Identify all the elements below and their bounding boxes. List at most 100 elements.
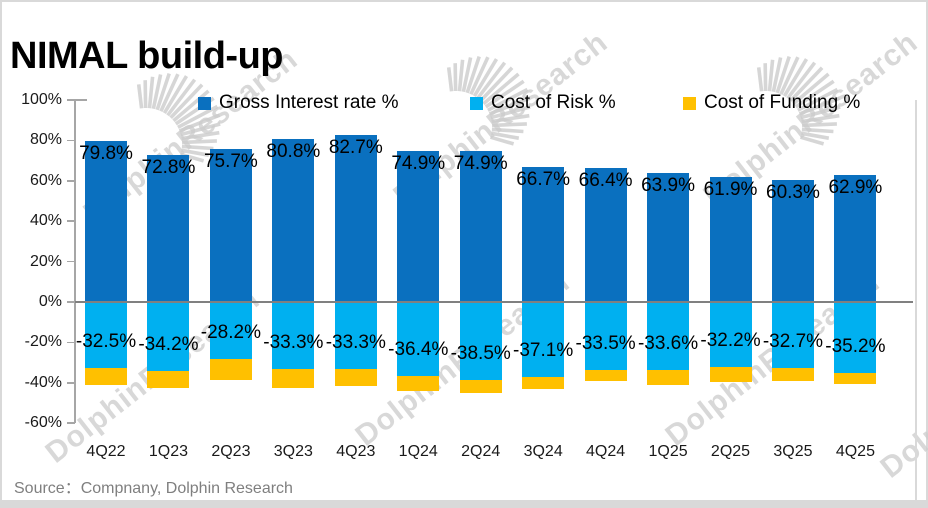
bar-segment-gross-interest: [709, 177, 752, 302]
bar-segment-cost-of-risk: [522, 302, 565, 377]
data-label-gross-interest: 62.9%: [828, 176, 883, 198]
data-label-cost-of-risk: -34.2%: [138, 334, 199, 356]
y-axis-tick: [67, 341, 75, 344]
data-label-gross-interest: 63.9%: [641, 174, 695, 196]
x-axis-category-label: 2Q24: [461, 443, 501, 460]
legend-label: Cost of Risk %: [491, 92, 616, 113]
data-label-gross-interest: 79.8%: [79, 142, 133, 164]
legend-color-swatch-icon: [470, 96, 483, 110]
x-axis-category-label: 3Q23: [273, 443, 313, 460]
page-title: NIMAL build-up: [10, 35, 284, 78]
x-axis-category-label: 1Q23: [148, 443, 189, 460]
bar-segment-gross-interest: [522, 167, 565, 302]
legend-label: Gross Interest rate %: [219, 92, 399, 113]
y-axis-tick: [75, 99, 87, 101]
y-axis-tick-label: -60%: [24, 414, 62, 432]
y-axis-tick-label: -20%: [24, 333, 62, 351]
plot-right-border: [915, 100, 917, 500]
bar-segment-cost-of-risk: [85, 302, 127, 368]
data-label-gross-interest: 66.4%: [578, 169, 633, 191]
y-axis-tick-label: 60%: [29, 171, 62, 189]
bar-segment-cost-of-risk: [584, 302, 627, 370]
bar-segment-cost-of-risk: [647, 302, 690, 370]
page-border-bottom: [0, 500, 928, 508]
legend-color-swatch-icon: [683, 96, 696, 110]
data-label-cost-of-risk: -33.5%: [575, 332, 636, 354]
x-axis-category-label: 1Q24: [398, 443, 438, 460]
x-axis-category-label: 4Q23: [336, 443, 376, 460]
bar-segment-gross-interest: [334, 134, 377, 302]
page-border-top: [0, 0, 928, 2]
data-label-gross-interest: 72.8%: [141, 156, 196, 178]
data-label-cost-of-risk: -32.2%: [700, 330, 761, 351]
bar-segment-cost-of-funding: [834, 373, 877, 385]
bar-segment-cost-of-funding: [334, 369, 377, 387]
data-label-cost-of-risk: -32.5%: [75, 330, 137, 352]
bar-segment-cost-of-funding: [522, 376, 565, 389]
page-border-left: [0, 0, 2, 508]
bar-segment-cost-of-risk: [397, 302, 440, 376]
bar-segment-gross-interest: [147, 154, 190, 302]
bar-segment-gross-interest: [772, 180, 814, 302]
y-axis-tick: [67, 260, 75, 263]
zero-axis-line: [75, 301, 913, 303]
bar-segment-cost-of-funding: [147, 371, 190, 389]
data-label-gross-interest: 75.7%: [203, 151, 258, 173]
data-label-gross-interest: 74.9%: [391, 152, 446, 174]
dolphin-logo-watermark-icon: [446, 56, 531, 146]
data-label-gross-interest: 60.3%: [766, 182, 820, 204]
x-axis-category-label: 3Q24: [523, 443, 563, 460]
y-axis-tick: [67, 422, 75, 424]
y-axis-tick-label: 20%: [29, 252, 62, 270]
y-axis-tick: [67, 139, 75, 142]
y-axis-tick: [67, 180, 75, 182]
data-label-gross-interest: 74.9%: [453, 152, 508, 174]
legend-item-gross-interest-rate: Gross Interest rate %: [198, 92, 399, 114]
data-label-cost-of-risk: -32.7%: [762, 331, 824, 353]
bar-segment-cost-of-risk: [147, 302, 190, 372]
bar-segment-cost-of-funding: [647, 369, 690, 386]
bar-segment-cost-of-funding: [85, 367, 127, 385]
bar-segment-cost-of-risk: [334, 302, 377, 370]
bar-segment-gross-interest: [209, 149, 252, 302]
data-label-cost-of-risk: -35.2%: [825, 336, 886, 358]
y-axis-tick: [67, 99, 75, 101]
dolphin-logo-watermark-icon: [756, 56, 841, 146]
data-label-gross-interest: 61.9%: [703, 179, 758, 200]
bar-segment-cost-of-risk: [772, 302, 814, 369]
bar-segment-gross-interest: [647, 172, 690, 302]
source-note: Source：Compnany, Dolphin Research: [14, 480, 293, 497]
y-axis-tick-label: 40%: [29, 212, 62, 230]
bar-segment-cost-of-funding: [772, 368, 814, 382]
data-label-gross-interest: 66.7%: [516, 169, 571, 191]
y-axis-tick: [67, 382, 75, 384]
y-axis-tick: [67, 301, 75, 303]
bar-segment-cost-of-risk: [272, 302, 315, 370]
data-label-gross-interest: 82.7%: [328, 136, 383, 158]
bar-segment-gross-interest: [85, 140, 127, 302]
data-label-cost-of-risk: -33.6%: [637, 332, 699, 354]
bar-segment-gross-interest: [584, 167, 627, 302]
x-axis-category-label: 2Q23: [211, 443, 251, 460]
x-axis-category-label: 4Q22: [86, 443, 126, 460]
bar-segment-cost-of-funding: [209, 359, 252, 381]
bar-segment-gross-interest: [397, 150, 440, 302]
y-axis-tick-label: 0%: [38, 293, 62, 310]
y-axis-tick-label: 80%: [29, 131, 62, 149]
data-label-cost-of-risk: -28.2%: [200, 322, 261, 343]
y-axis-tick-label: -40%: [24, 373, 62, 391]
bar-segment-cost-of-risk: [209, 302, 252, 359]
bar-segment-gross-interest: [459, 150, 502, 302]
x-axis-category-label: 3Q25: [773, 443, 813, 460]
x-axis-category-label: 4Q24: [586, 443, 626, 460]
x-axis-category-label: 4Q25: [835, 443, 875, 460]
bar-segment-cost-of-risk: [834, 302, 877, 374]
bar-segment-cost-of-risk: [709, 302, 752, 367]
legend-item-cost-of-risk: Cost of Risk %: [470, 92, 616, 114]
y-axis-tick-label: 100%: [21, 91, 62, 108]
data-label-gross-interest: 80.8%: [266, 140, 321, 162]
data-label-cost-of-risk: -36.4%: [388, 338, 449, 360]
